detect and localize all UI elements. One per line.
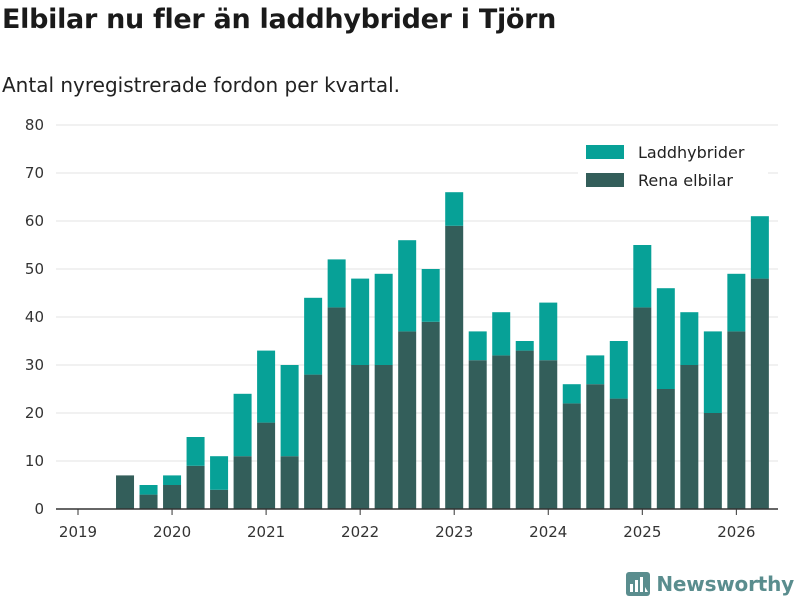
bar-laddhybrider (750, 216, 769, 279)
bar-laddhybrider (186, 437, 205, 466)
y-axis-ticks: 0 10 20 30 40 50 60 70 80 (25, 116, 44, 518)
bar-rena-elbilar (116, 475, 135, 509)
newsworthy-chart-icon (626, 572, 651, 596)
bar-rena-elbilar (421, 321, 440, 509)
newsworthy-logo: Newsworthy (626, 572, 794, 596)
x-tick-label: 2023 (435, 523, 473, 541)
x-tick-label: 2022 (341, 523, 379, 541)
bar-rena-elbilar (210, 489, 229, 509)
bar-rena-elbilar (280, 456, 299, 509)
bar-rena-elbilar (233, 456, 252, 509)
chart-subtitle: Antal nyregistrerade fordon per kvartal. (2, 73, 401, 97)
bar-laddhybrider (656, 288, 675, 389)
bar-laddhybrider (468, 331, 487, 361)
legend-swatch (586, 145, 624, 159)
bar-rena-elbilar (327, 307, 346, 509)
bar-laddhybrider (210, 456, 229, 490)
bar-rena-elbilar (515, 350, 534, 509)
x-tick-label: 2024 (529, 523, 567, 541)
y-tick-label: 50 (25, 260, 44, 278)
x-tick-label: 2026 (717, 523, 755, 541)
bar-laddhybrider (445, 192, 464, 226)
bar-rena-elbilar (163, 485, 182, 509)
chart-title: Elbilar nu fler än laddhybrider i Tjörn (2, 4, 557, 35)
bar-laddhybrider (515, 341, 534, 351)
bar-laddhybrider (727, 273, 746, 332)
y-tick-label: 60 (25, 212, 44, 230)
bar-rena-elbilar (539, 360, 558, 509)
bar-laddhybrider (327, 259, 346, 308)
bar-laddhybrider (680, 312, 699, 365)
legend-swatch (586, 173, 624, 187)
y-tick-label: 30 (25, 356, 44, 374)
bar-laddhybrider (562, 384, 581, 404)
bar-rena-elbilar (304, 374, 323, 509)
bar-laddhybrider (492, 312, 511, 356)
bar-rena-elbilar (374, 365, 393, 509)
legend-label: Rena elbilar (638, 171, 733, 190)
bar-laddhybrider (703, 331, 722, 413)
bar-rena-elbilar (257, 422, 276, 509)
bar-laddhybrider (139, 485, 158, 495)
x-tick-label: 2021 (247, 523, 285, 541)
bar-laddhybrider (257, 350, 276, 423)
bar-rena-elbilar (727, 331, 746, 509)
bar-laddhybrider (351, 278, 370, 365)
bar-rena-elbilar (586, 384, 605, 509)
legend: Laddhybrider Rena elbilar (578, 141, 768, 199)
bar-laddhybrider (421, 269, 440, 322)
x-tick-label: 2020 (153, 523, 191, 541)
bar-rena-elbilar (398, 331, 417, 509)
legend-label: Laddhybrider (638, 143, 745, 162)
x-axis: 2019 2020 2021 2022 2023 2024 2025 2026 (56, 508, 778, 541)
bar-laddhybrider (586, 355, 605, 385)
bar-laddhybrider (163, 475, 182, 485)
bar-rena-elbilar (445, 225, 464, 510)
bar-rena-elbilar (609, 398, 628, 509)
bar-rena-elbilar (186, 465, 205, 509)
bar-laddhybrider (609, 341, 628, 399)
bar-rena-elbilar (633, 307, 652, 509)
bar-rena-elbilar (468, 360, 487, 509)
bar-laddhybrider (539, 302, 558, 361)
bar-rena-elbilar (562, 403, 581, 509)
bar-laddhybrider (233, 393, 252, 457)
x-tick-label: 2025 (623, 523, 661, 541)
bar-laddhybrider (304, 297, 323, 375)
bar-laddhybrider (374, 273, 393, 365)
y-tick-label: 40 (25, 308, 44, 326)
y-tick-label: 20 (25, 404, 44, 422)
bar-rena-elbilar (656, 389, 675, 509)
bar-rena-elbilar (750, 278, 769, 509)
bar-rena-elbilar (492, 355, 511, 509)
bar-rena-elbilar (139, 494, 158, 509)
y-tick-label: 0 (34, 500, 44, 518)
x-tick-label: 2019 (59, 523, 97, 541)
y-tick-label: 70 (25, 164, 44, 182)
bar-rena-elbilar (680, 365, 699, 509)
y-tick-label: 10 (25, 452, 44, 470)
bars (116, 192, 769, 510)
logo-text: Newsworthy (656, 572, 794, 596)
y-tick-label: 80 (25, 116, 44, 134)
bar-laddhybrider (398, 240, 417, 332)
bar-rena-elbilar (351, 365, 370, 509)
bar-laddhybrider (633, 245, 652, 308)
bar-rena-elbilar (703, 413, 722, 509)
bar-laddhybrider (280, 365, 299, 457)
